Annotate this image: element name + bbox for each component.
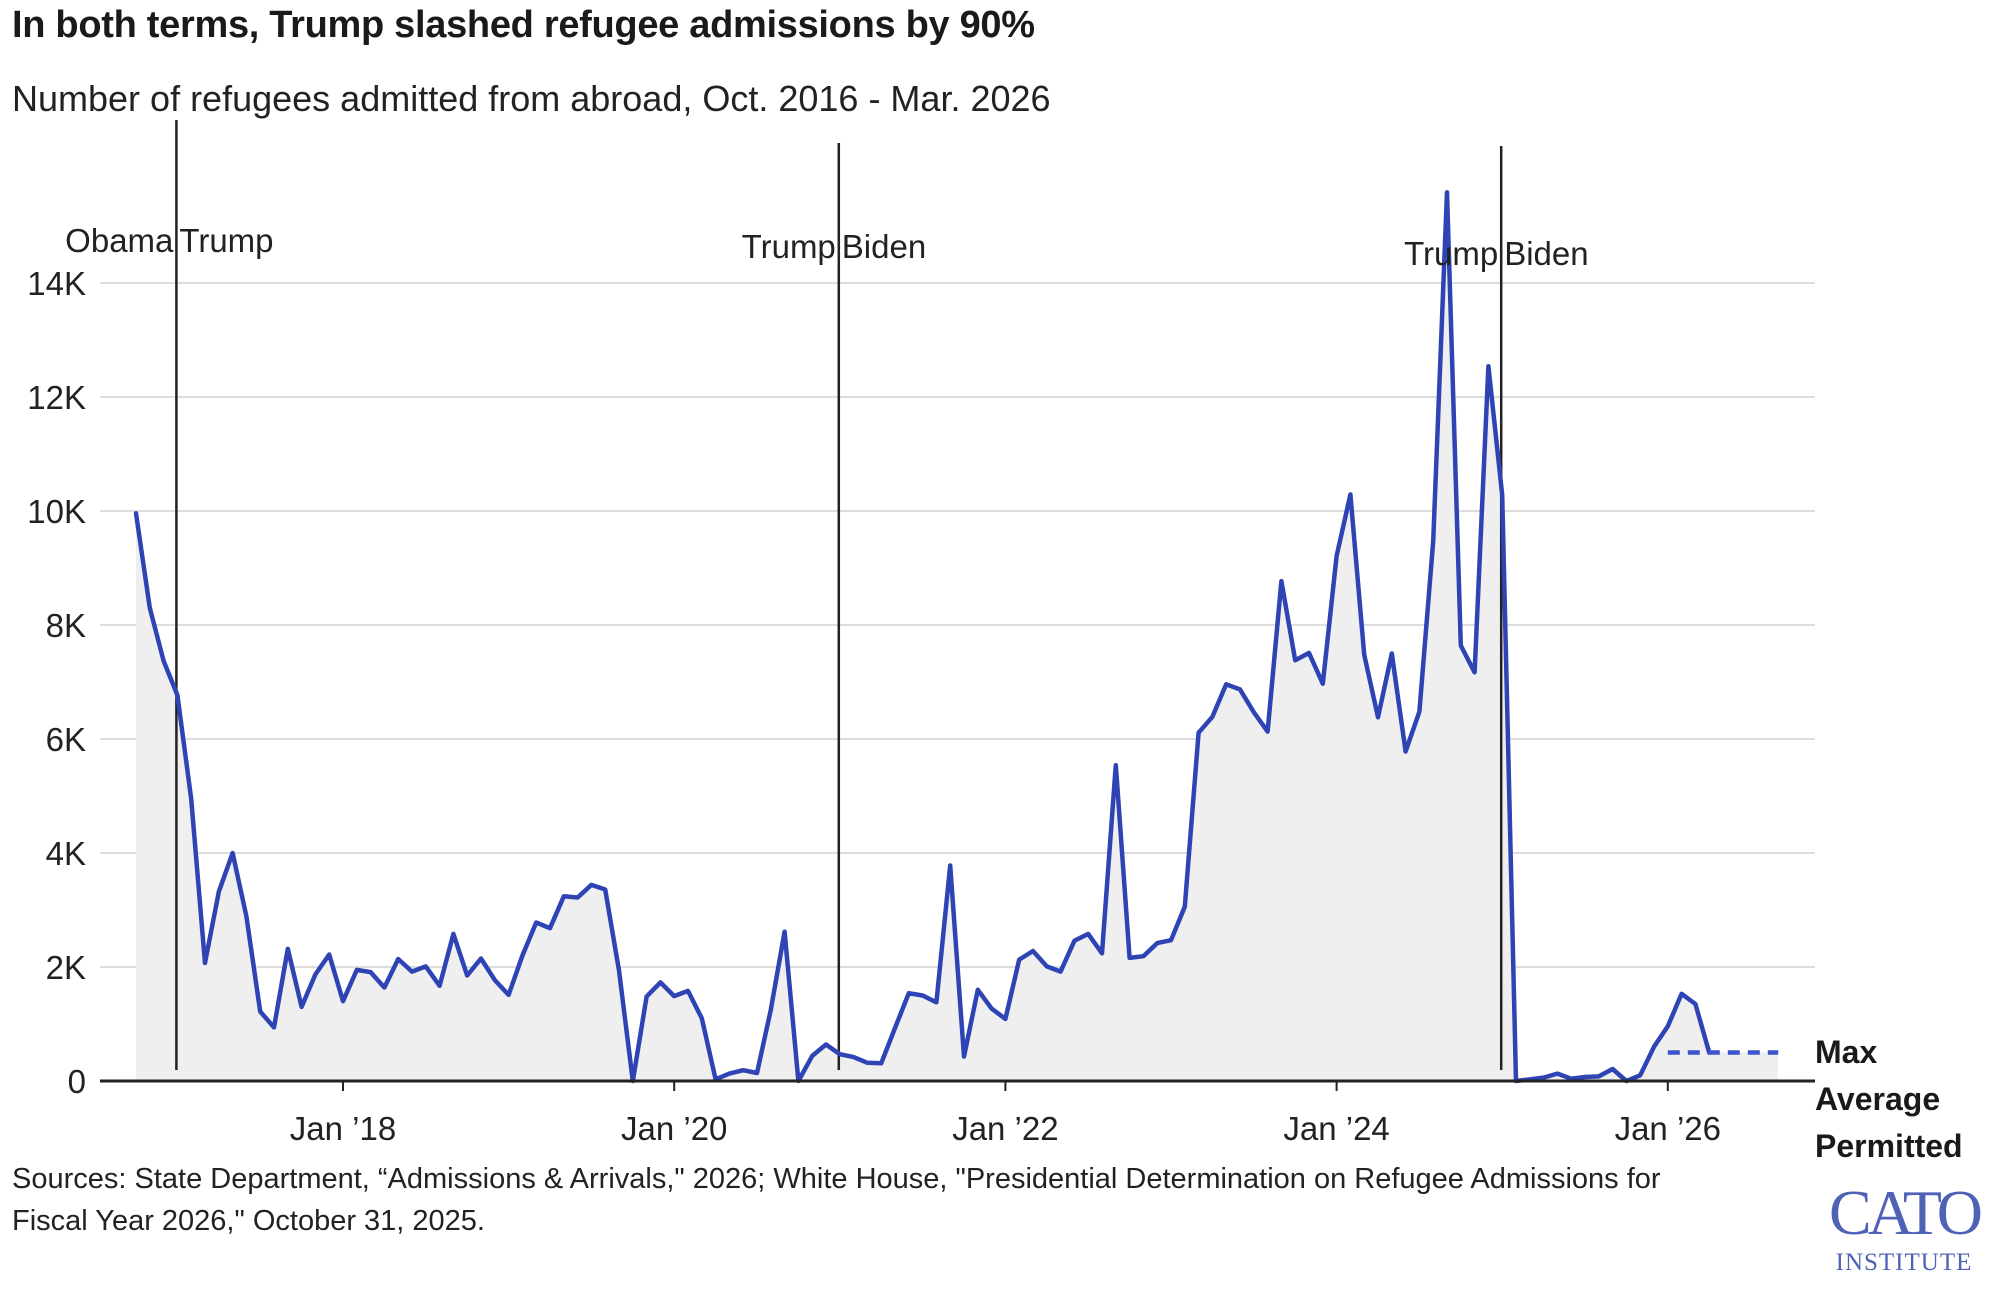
x-tick-label: Jan ’22 bbox=[952, 1110, 1058, 1147]
transition-right-label: Biden bbox=[842, 228, 926, 265]
y-tick-label: 14K bbox=[27, 265, 86, 302]
svg-text:CATO: CATO bbox=[1829, 1177, 1981, 1248]
admissions-line bbox=[133, 190, 1712, 1084]
refugee-admissions-chart: 0 2K 4K 6K 8K 10K 12K 14K Jan ’18 Jan ’20 Jan ’22 J… bbox=[27, 120, 1963, 1160]
chart-title: In both terms, Trump slashed refugee adm… bbox=[12, 4, 1035, 46]
max-average-permitted-label: Max bbox=[1815, 1034, 1877, 1070]
area-fill bbox=[136, 192, 1779, 1081]
max-average-permitted-label: Average bbox=[1815, 1081, 1940, 1117]
gridlines bbox=[100, 282, 1815, 968]
y-tick-label: 6K bbox=[46, 721, 86, 758]
x-tick-label: Jan ’24 bbox=[1283, 1110, 1389, 1147]
y-tick-label: 12K bbox=[27, 379, 86, 416]
y-tick-label: 10K bbox=[27, 493, 86, 530]
x-tick-label: Jan ’18 bbox=[290, 1110, 396, 1147]
annotations: Obama Trump Trump Biden Trump BidenMaxAverage… bbox=[65, 222, 1962, 1160]
series-line bbox=[133, 190, 1779, 1084]
svg-text:INSTITUTE: INSTITUTE bbox=[1836, 1249, 1973, 1276]
y-tick-label: 4K bbox=[46, 835, 86, 872]
y-tick-label: 0 bbox=[68, 1063, 86, 1100]
chart-subtitle: Number of refugees admitted from abroad,… bbox=[12, 78, 1051, 119]
y-tick-label: 8K bbox=[46, 607, 86, 644]
x-tick-label: Jan ’26 bbox=[1615, 1110, 1721, 1147]
transition-right-label: Trump bbox=[179, 222, 273, 259]
administration-transitions bbox=[175, 120, 1503, 1070]
max-average-permitted-label: Permitted bbox=[1815, 1128, 1963, 1160]
area-fill-projected bbox=[1667, 1052, 1779, 1081]
cato-institute-logo: CATO INSTITUTE bbox=[1829, 1177, 1985, 1276]
transition-left-label: Trump bbox=[1404, 235, 1498, 272]
transition-left-label: Trump bbox=[742, 228, 836, 265]
area-fill-path bbox=[136, 192, 1710, 1081]
axes: 0 2K 4K 6K 8K 10K 12K 14K Jan ’18 Jan ’20 Jan ’22 J… bbox=[27, 265, 1815, 1147]
transition-left-label: Obama bbox=[65, 222, 174, 259]
transition-right-label: Biden bbox=[1504, 235, 1588, 272]
source-note: Sources: State Department, “Admissions &… bbox=[12, 1163, 1661, 1237]
y-tick-label: 2K bbox=[46, 949, 86, 986]
x-tick-label: Jan ’20 bbox=[621, 1110, 727, 1147]
